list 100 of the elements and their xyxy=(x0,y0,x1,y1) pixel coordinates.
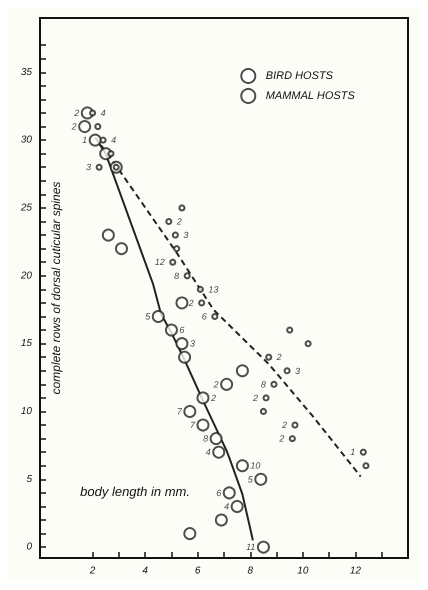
point xyxy=(196,391,210,404)
legend-label: MAMMAL HOSTS xyxy=(266,90,356,102)
point xyxy=(360,448,367,456)
annotation: 2 xyxy=(176,216,182,227)
y-tick-label: 0 xyxy=(26,542,32,553)
point xyxy=(236,459,249,472)
annotation: 4 xyxy=(206,447,211,458)
x-tick-label: 4 xyxy=(142,566,148,576)
annotation: 7 xyxy=(176,406,183,416)
point xyxy=(96,164,103,171)
annotation: 2 xyxy=(212,379,219,390)
point xyxy=(183,404,196,418)
point xyxy=(214,514,228,527)
annotation: 3 xyxy=(183,230,188,240)
point xyxy=(210,432,223,446)
point xyxy=(184,272,191,280)
annotation: 8 xyxy=(174,270,180,281)
y-axis-title: complete rows of dorsal cuticular spines xyxy=(49,182,63,394)
point xyxy=(284,367,291,374)
annotation: 6 xyxy=(179,325,184,336)
annotation: 2 xyxy=(280,420,287,430)
point xyxy=(94,123,102,130)
annotation: 13 xyxy=(208,284,218,294)
point xyxy=(178,350,192,364)
annotation: 3 xyxy=(86,162,92,172)
point xyxy=(178,204,186,212)
y-tick-label: 15 xyxy=(20,338,32,350)
point xyxy=(152,310,165,323)
legend-label: BIRD HOSTS xyxy=(266,70,334,82)
point xyxy=(196,286,204,293)
point xyxy=(230,500,244,513)
annotation: 8 xyxy=(260,379,266,390)
annotation: 2 xyxy=(73,108,80,118)
annotation: 4 xyxy=(224,501,230,512)
point xyxy=(256,540,270,554)
point xyxy=(254,472,268,486)
y-tick-label: 5 xyxy=(26,474,32,485)
annotation: 11 xyxy=(246,542,256,552)
point xyxy=(286,326,294,334)
y-tick-label: 25 xyxy=(20,202,32,214)
point xyxy=(183,527,196,540)
point xyxy=(89,109,96,116)
annotation: 8 xyxy=(203,434,208,444)
y-tick-label: 30 xyxy=(20,134,32,146)
annotation: 1 xyxy=(82,135,88,146)
point xyxy=(362,462,370,470)
annotation: 2 xyxy=(70,122,77,132)
point xyxy=(211,312,218,320)
x-tick-label: 6 xyxy=(194,566,201,576)
point xyxy=(196,418,210,432)
annotation: 6 xyxy=(216,488,222,498)
point xyxy=(236,364,249,378)
y-tick-label: 35 xyxy=(20,66,32,78)
annotation: 4 xyxy=(111,135,116,146)
x-tick-label: 12 xyxy=(350,566,362,576)
annotation: 2 xyxy=(276,352,282,362)
point xyxy=(78,120,92,134)
point xyxy=(164,324,178,337)
annotation: 12 xyxy=(154,257,165,268)
point xyxy=(107,150,114,158)
point xyxy=(212,446,226,459)
annotation: 4 xyxy=(100,108,106,118)
annotation: 5 xyxy=(248,474,254,484)
annotation: 2 xyxy=(210,392,216,403)
annotation: 2 xyxy=(252,392,258,403)
point xyxy=(175,296,188,310)
annotation: 10 xyxy=(250,460,260,471)
annotation: 2 xyxy=(278,434,284,444)
x-tick-label: 8 xyxy=(248,566,254,576)
annotation: 6 xyxy=(202,311,207,322)
point xyxy=(260,408,267,415)
point xyxy=(114,242,128,256)
point xyxy=(173,245,180,252)
point xyxy=(291,422,298,429)
y-tick-label: 10 xyxy=(20,406,32,417)
y-tick-label: 20 xyxy=(20,270,32,282)
point xyxy=(265,354,272,361)
point xyxy=(88,134,102,147)
annotation: 3 xyxy=(295,366,300,376)
x-axis-title: body length in mm. xyxy=(80,484,190,499)
point xyxy=(304,340,312,348)
annotation: 3 xyxy=(190,338,195,349)
annotation: 7 xyxy=(190,420,196,430)
x-tick-label: 2 xyxy=(88,566,96,576)
annotation: 5 xyxy=(145,311,152,322)
point xyxy=(165,218,172,226)
annotation: 1 xyxy=(350,447,356,458)
point xyxy=(198,299,206,306)
annotation: 2 xyxy=(188,298,194,308)
x-tick-label: 10 xyxy=(297,566,309,576)
point xyxy=(102,228,115,242)
point xyxy=(100,136,107,144)
point xyxy=(270,380,278,388)
point xyxy=(169,258,176,266)
point xyxy=(288,435,296,442)
point xyxy=(262,394,270,402)
point xyxy=(222,486,236,500)
point xyxy=(175,337,188,350)
point xyxy=(220,378,234,391)
point xyxy=(172,232,179,239)
